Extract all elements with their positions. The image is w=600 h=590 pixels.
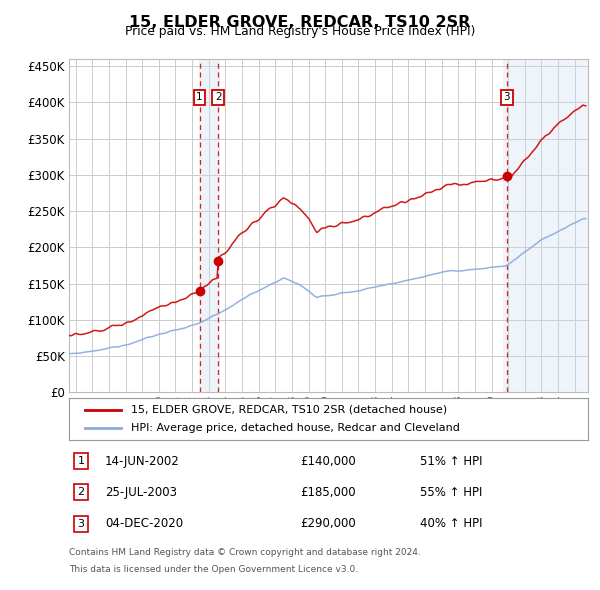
Text: £185,000: £185,000 [300, 486, 356, 499]
Text: Contains HM Land Registry data © Crown copyright and database right 2024.: Contains HM Land Registry data © Crown c… [69, 548, 421, 557]
Bar [503, 59, 588, 392]
Text: 15, ELDER GROVE, REDCAR, TS10 2SR (detached house): 15, ELDER GROVE, REDCAR, TS10 2SR (detac… [131, 405, 448, 415]
Text: This data is licensed under the Open Government Licence v3.0.: This data is licensed under the Open Gov… [69, 565, 358, 573]
Text: 55% ↑ HPI: 55% ↑ HPI [420, 486, 482, 499]
Text: 25-JUL-2003: 25-JUL-2003 [105, 486, 177, 499]
Text: Price paid vs. HM Land Registry's House Price Index (HPI): Price paid vs. HM Land Registry's House … [125, 25, 475, 38]
Text: 1: 1 [196, 93, 203, 103]
Text: 40% ↑ HPI: 40% ↑ HPI [420, 517, 482, 530]
Text: 2: 2 [77, 487, 85, 497]
Text: 3: 3 [503, 93, 510, 103]
Text: 51% ↑ HPI: 51% ↑ HPI [420, 454, 482, 468]
Text: 14-JUN-2002: 14-JUN-2002 [105, 454, 180, 468]
Text: 1: 1 [77, 456, 85, 466]
Text: £140,000: £140,000 [300, 454, 356, 468]
Text: 3: 3 [77, 519, 85, 529]
Text: 04-DEC-2020: 04-DEC-2020 [105, 517, 183, 530]
Text: HPI: Average price, detached house, Redcar and Cleveland: HPI: Average price, detached house, Redc… [131, 423, 460, 433]
Text: 2: 2 [215, 93, 221, 103]
Text: £290,000: £290,000 [300, 517, 356, 530]
Bar [199, 59, 220, 392]
Text: 15, ELDER GROVE, REDCAR, TS10 2SR: 15, ELDER GROVE, REDCAR, TS10 2SR [130, 15, 470, 30]
